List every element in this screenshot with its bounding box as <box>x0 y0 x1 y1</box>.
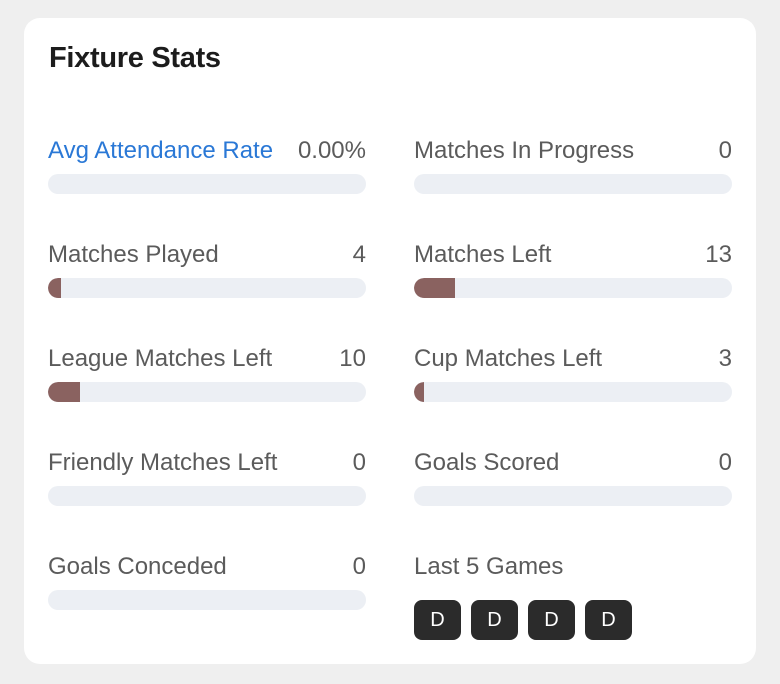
stat-value: 4 <box>352 241 366 268</box>
progress-bar <box>414 174 732 194</box>
stat-value: 10 <box>339 345 366 372</box>
game-result-badge[interactable]: D <box>471 600 518 640</box>
game-result-badge[interactable]: D <box>585 600 632 640</box>
progress-bar <box>48 278 366 298</box>
card-title: Fixture Stats <box>49 42 221 74</box>
stat-value: 0 <box>718 449 732 476</box>
progress-bar <box>414 486 732 506</box>
stat-label: Matches Played <box>48 241 219 268</box>
stat-label: Last 5 Games <box>414 553 564 580</box>
game-result-badge[interactable]: D <box>528 600 575 640</box>
progress-bar <box>414 382 732 402</box>
stat-last-5-games: Last 5 Games D D D D <box>414 552 732 642</box>
progress-bar <box>414 278 732 298</box>
stat-matches-left: Matches Left 13 <box>414 240 732 300</box>
progress-bar <box>48 174 366 194</box>
stat-friendly-matches-left: Friendly Matches Left 0 <box>48 448 366 508</box>
stat-label: Goals Scored <box>414 449 560 476</box>
progress-fill <box>414 382 424 402</box>
progress-bar <box>48 590 366 610</box>
stat-league-matches-left: League Matches Left 10 <box>48 344 366 404</box>
progress-fill <box>48 382 80 402</box>
stat-value: 3 <box>718 345 732 372</box>
avg-attendance-rate-link[interactable]: Avg Attendance Rate <box>48 137 274 164</box>
stat-label: Matches Left <box>414 241 552 268</box>
stat-value: 0 <box>718 137 732 164</box>
progress-fill <box>414 278 456 298</box>
progress-fill <box>48 278 61 298</box>
progress-bar <box>48 486 366 506</box>
stat-avg-attendance-rate: Avg Attendance Rate 0.00% <box>48 136 366 196</box>
fixture-stats-card: Fixture Stats Avg Attendance Rate 0.00% … <box>24 18 756 664</box>
stat-label: Friendly Matches Left <box>48 449 278 476</box>
stat-goals-conceded: Goals Conceded 0 <box>48 552 366 612</box>
last-games-list: D D D D <box>414 600 632 640</box>
stat-value: 0.00% <box>297 137 366 164</box>
stat-value: 0 <box>352 449 366 476</box>
stat-label: Goals Conceded <box>48 553 227 580</box>
stat-cup-matches-left: Cup Matches Left 3 <box>414 344 732 404</box>
stat-label: Cup Matches Left <box>414 345 603 372</box>
progress-bar <box>48 382 366 402</box>
stat-matches-in-progress: Matches In Progress 0 <box>414 136 732 196</box>
game-result-badge[interactable]: D <box>414 600 461 640</box>
stat-goals-scored: Goals Scored 0 <box>414 448 732 508</box>
stat-value: 13 <box>705 241 732 268</box>
stat-label: League Matches Left <box>48 345 273 372</box>
stat-label: Matches In Progress <box>414 137 635 164</box>
stat-value: 0 <box>352 553 366 580</box>
stat-matches-played: Matches Played 4 <box>48 240 366 300</box>
